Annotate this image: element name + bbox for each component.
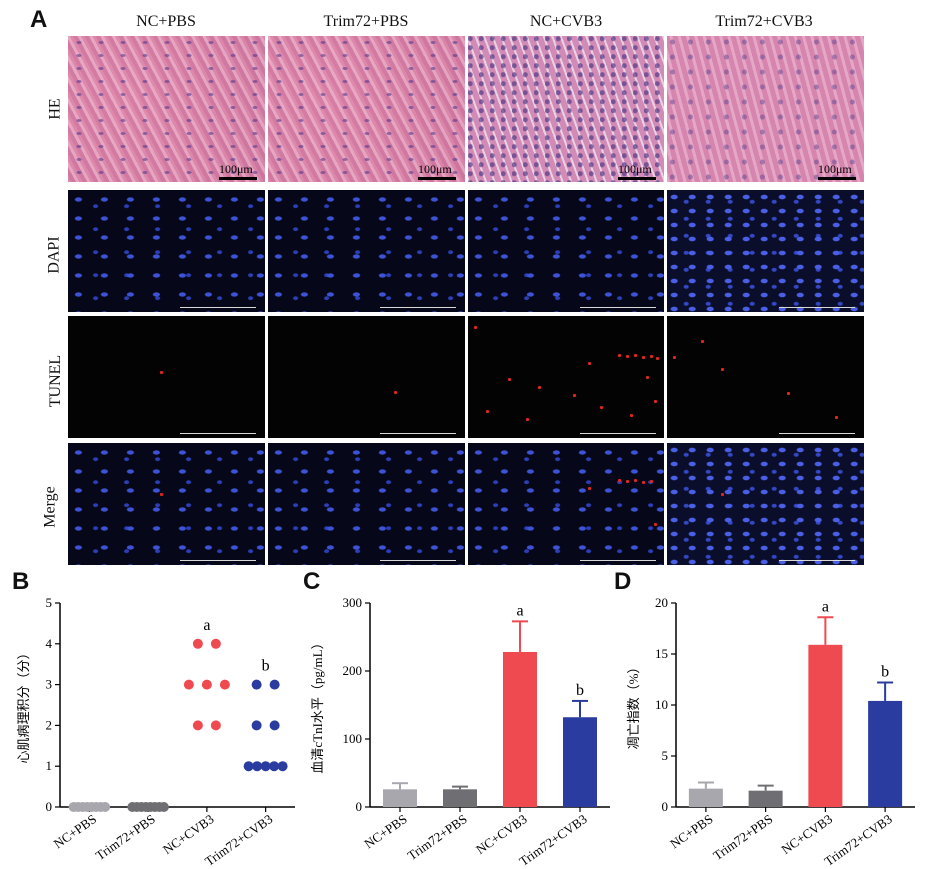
y-tick-label: 10 (655, 697, 668, 712)
column-label-trim72-pbs: Trim72+PBS (323, 13, 409, 30)
y-tick-label: 100 (343, 731, 363, 746)
panel-a-letter: A (30, 6, 48, 33)
scale-label: 100μm (618, 162, 652, 176)
x-tick-label: Trim72+PBS (93, 811, 158, 863)
x-tick-label: NC+CVB3 (473, 811, 530, 857)
data-point (252, 761, 263, 772)
bar (808, 644, 843, 807)
data-point (201, 679, 212, 690)
x-tick-label: Trim72+CVB3 (516, 811, 589, 869)
y-tick-label: 3 (46, 677, 53, 692)
significance-label: b (262, 658, 270, 675)
dapi-image-nc-cvb3 (468, 190, 664, 312)
y-tick-label: 2 (46, 717, 53, 732)
bar (503, 651, 537, 807)
data-point (210, 720, 221, 731)
dapi-image-trim72-pbs (268, 190, 465, 312)
dapi-image-trim72-cvb3 (667, 190, 864, 312)
dapi-image-nc-pbs (68, 190, 265, 312)
bar (443, 789, 477, 807)
x-tick-label: NC+CVB3 (778, 811, 835, 857)
data-point (251, 679, 262, 690)
he-image-trim72-pbs: 100μm (268, 36, 465, 182)
chart-c-ctni-level: 0 100 200 300 血清cTnI水平（pg/mL） NC+PBSTrim72+PB… (310, 595, 610, 869)
column-label-nc-pbs: NC+PBS (136, 13, 196, 30)
significance-label: b (576, 682, 584, 699)
bar (688, 788, 723, 807)
y-tick-label: 5 (46, 595, 53, 610)
he-image-nc-pbs: 100μm (68, 36, 265, 182)
row-label-tunel: TUNEL (47, 354, 65, 408)
significance-label: a (203, 617, 210, 634)
y-tick-label: 15 (655, 646, 668, 661)
y-tick-label: 300 (343, 595, 363, 610)
bar (868, 700, 903, 807)
y-tick-label: 0 (356, 799, 363, 814)
x-tick-label: NC+PBS (667, 811, 715, 851)
tunel-image-trim72-pbs (268, 316, 465, 438)
row-label-dapi: DAPI (45, 236, 63, 274)
data-point (100, 802, 111, 812)
data-point (243, 761, 254, 772)
row-label-he: HE (46, 98, 64, 120)
data-point (183, 679, 194, 690)
panel-d-letter: D (614, 568, 632, 595)
y-axis-label: 心肌病理积分（分） (16, 646, 31, 763)
y-tick-label: 20 (655, 595, 668, 610)
panel-b-letter: B (12, 568, 30, 595)
significance-label: a (822, 598, 829, 615)
y-axis-label: 血清cTnI水平（pg/mL） (310, 636, 325, 773)
x-tick-label: NC+CVB3 (160, 811, 217, 857)
data-point (260, 761, 271, 772)
row-label-merge: Merge (41, 486, 59, 528)
he-image-trim72-cvb3: 100μm (667, 36, 864, 182)
x-tick-label: Trim72+PBS (710, 811, 775, 863)
data-point (192, 638, 203, 649)
y-tick-label: 4 (46, 636, 53, 651)
bar (748, 790, 783, 807)
tunel-image-nc-pbs (68, 316, 265, 438)
significance-label: a (516, 602, 523, 619)
data-point (269, 720, 280, 731)
y-tick-label: 200 (343, 663, 363, 678)
merge-image-nc-pbs (68, 443, 265, 565)
panel-c-letter: C (303, 568, 321, 595)
x-tick-label: NC+PBS (361, 811, 409, 851)
significance-label: b (881, 664, 889, 681)
merge-image-trim72-cvb3 (667, 443, 864, 565)
data-point (269, 679, 280, 690)
bar (383, 789, 417, 807)
tunel-image-nc-cvb3 (468, 316, 664, 438)
x-tick-label: NC+PBS (51, 811, 99, 851)
merge-image-nc-cvb3 (468, 443, 664, 565)
data-point (158, 802, 169, 812)
merge-image-trim72-pbs (268, 443, 465, 565)
bar (563, 717, 597, 807)
tunel-image-trim72-cvb3 (667, 316, 864, 438)
y-axis-label: 凋亡指数（%） (626, 661, 641, 750)
he-image-nc-cvb3: 100μm (468, 36, 664, 182)
data-point (277, 761, 288, 772)
scale-label: 100μm (418, 162, 452, 176)
data-point (269, 761, 280, 772)
y-tick-label: 1 (46, 758, 53, 773)
data-point (251, 720, 262, 731)
y-tick-label: 0 (662, 799, 669, 814)
data-point (210, 638, 221, 649)
column-label-nc-cvb3: NC+CVB3 (529, 13, 603, 30)
x-tick-label: Trim72+PBS (405, 811, 470, 863)
column-label-trim72-cvb3: Trim72+CVB3 (715, 13, 813, 30)
scale-label: 100μm (219, 162, 253, 176)
data-point (192, 720, 203, 731)
y-tick-label: 0 (46, 799, 53, 814)
data-point (219, 679, 230, 690)
scale-label: 100μm (818, 162, 852, 176)
y-tick-label: 5 (662, 748, 669, 763)
